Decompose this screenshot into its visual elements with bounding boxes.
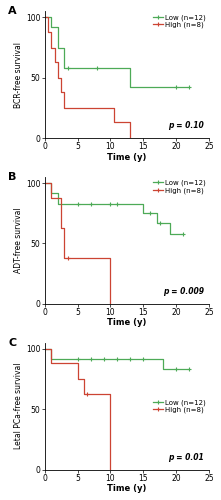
Y-axis label: Letal PCa-free survival: Letal PCa-free survival xyxy=(14,363,23,450)
Text: B: B xyxy=(8,172,17,182)
Text: C: C xyxy=(8,338,17,348)
Text: p = 0.009: p = 0.009 xyxy=(163,287,204,296)
X-axis label: Time (y): Time (y) xyxy=(107,318,147,328)
Text: p = 0.01: p = 0.01 xyxy=(169,453,204,462)
Legend: Low (n=12), High (n=8): Low (n=12), High (n=8) xyxy=(153,399,206,413)
Legend: Low (n=12), High (n=8): Low (n=12), High (n=8) xyxy=(153,14,206,28)
Y-axis label: ADT-free survival: ADT-free survival xyxy=(14,208,23,274)
Y-axis label: BCR-free survival: BCR-free survival xyxy=(14,42,23,108)
X-axis label: Time (y): Time (y) xyxy=(107,484,147,493)
Legend: Low (n=12), High (n=8): Low (n=12), High (n=8) xyxy=(153,180,206,194)
Text: p = 0.10: p = 0.10 xyxy=(169,122,204,130)
Text: A: A xyxy=(8,6,17,16)
X-axis label: Time (y): Time (y) xyxy=(107,152,147,162)
